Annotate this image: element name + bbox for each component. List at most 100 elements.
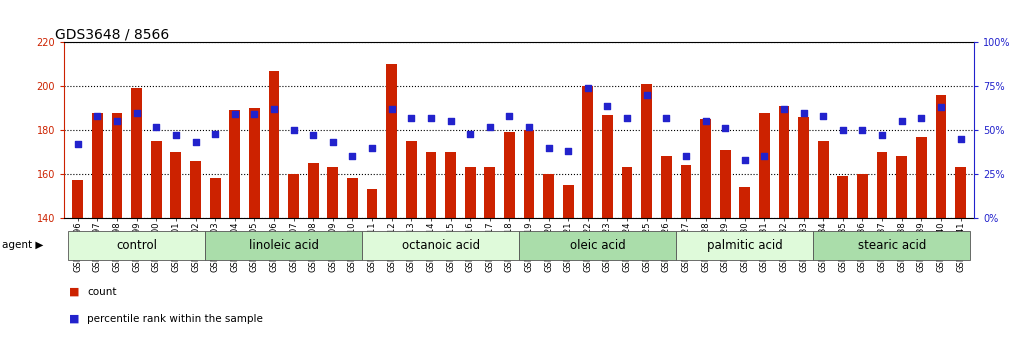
Bar [857, 174, 868, 218]
Bar [642, 84, 652, 218]
Text: ■: ■ [69, 287, 79, 297]
Bar [347, 178, 358, 218]
Bar [484, 167, 495, 218]
Bar [249, 108, 259, 218]
Text: GDS3648 / 8566: GDS3648 / 8566 [55, 27, 169, 41]
Point [521, 124, 537, 130]
FancyBboxPatch shape [362, 231, 520, 259]
Bar [543, 174, 554, 218]
FancyBboxPatch shape [68, 231, 205, 259]
Point [795, 110, 812, 115]
Point [168, 132, 184, 138]
Point [265, 106, 282, 112]
Bar [602, 115, 613, 218]
Point [227, 112, 243, 117]
Bar [308, 163, 318, 218]
Bar [779, 106, 789, 218]
Point [658, 115, 674, 121]
Point [894, 119, 910, 124]
Point [560, 148, 577, 154]
Bar [562, 185, 574, 218]
Bar [171, 152, 181, 218]
Point [246, 112, 262, 117]
Bar [190, 161, 201, 218]
Text: oleic acid: oleic acid [570, 239, 625, 252]
Point [757, 154, 773, 159]
Point [933, 104, 949, 110]
Bar [739, 187, 751, 218]
Point [835, 127, 851, 133]
Bar [759, 113, 770, 218]
Point [501, 113, 518, 119]
Point [403, 115, 419, 121]
Bar [112, 113, 122, 218]
Point [324, 139, 341, 145]
Bar [837, 176, 848, 218]
Point [187, 139, 203, 145]
Bar [425, 152, 436, 218]
Bar [680, 165, 692, 218]
Bar [406, 141, 417, 218]
Text: palmitic acid: palmitic acid [707, 239, 783, 252]
Bar [72, 181, 83, 218]
FancyBboxPatch shape [676, 231, 814, 259]
Bar [621, 167, 633, 218]
FancyBboxPatch shape [814, 231, 970, 259]
Point [815, 113, 831, 119]
Point [207, 131, 224, 136]
Bar [916, 137, 926, 218]
Text: percentile rank within the sample: percentile rank within the sample [87, 314, 263, 324]
Point [345, 154, 361, 159]
Point [619, 115, 636, 121]
Bar [720, 150, 730, 218]
Bar [445, 152, 456, 218]
Bar [798, 117, 809, 218]
Text: stearic acid: stearic acid [857, 239, 926, 252]
Point [854, 127, 871, 133]
Point [599, 103, 615, 108]
Point [109, 119, 125, 124]
Bar [936, 95, 947, 218]
Point [462, 131, 478, 136]
Bar [131, 88, 142, 218]
Text: ■: ■ [69, 314, 79, 324]
Text: octanoic acid: octanoic acid [402, 239, 480, 252]
FancyBboxPatch shape [205, 231, 362, 259]
Point [540, 145, 556, 150]
Point [639, 92, 655, 98]
Bar [955, 167, 966, 218]
Text: control: control [116, 239, 158, 252]
Point [736, 157, 753, 163]
Point [89, 113, 106, 119]
Point [677, 154, 694, 159]
Point [70, 141, 86, 147]
Bar [661, 156, 671, 218]
Text: linoleic acid: linoleic acid [249, 239, 318, 252]
Bar [896, 156, 907, 218]
Bar [367, 189, 377, 218]
Point [364, 145, 380, 150]
Bar [288, 174, 299, 218]
Bar [583, 86, 593, 218]
Text: count: count [87, 287, 117, 297]
Bar [230, 110, 240, 218]
Point [717, 126, 733, 131]
Bar [818, 141, 829, 218]
Bar [386, 64, 397, 218]
FancyBboxPatch shape [520, 231, 676, 259]
Point [776, 106, 792, 112]
Point [148, 124, 165, 130]
Bar [268, 71, 280, 218]
Point [128, 110, 144, 115]
Point [305, 132, 321, 138]
Point [383, 106, 400, 112]
Bar [524, 130, 534, 218]
Bar [327, 167, 339, 218]
Bar [210, 178, 221, 218]
Point [698, 119, 714, 124]
Point [442, 119, 459, 124]
Bar [700, 119, 711, 218]
Point [952, 136, 968, 142]
Text: agent ▶: agent ▶ [2, 240, 44, 250]
Bar [92, 113, 103, 218]
